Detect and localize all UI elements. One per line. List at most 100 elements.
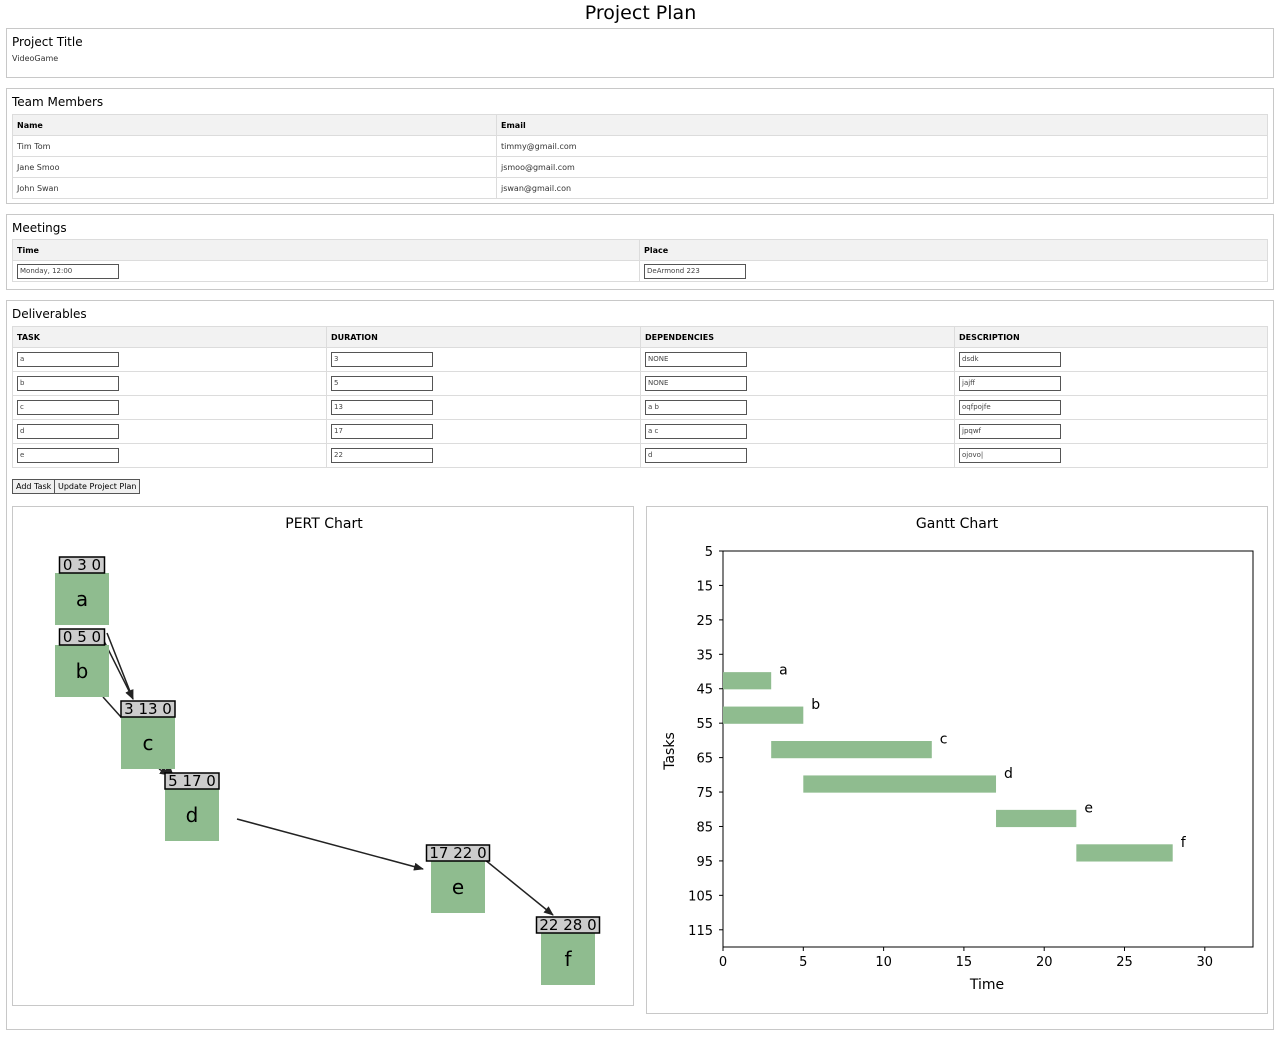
- pert-node: 5 17 0 d: [164, 772, 220, 841]
- add-task-button[interactable]: Add Task: [12, 479, 56, 494]
- dependencies-input[interactable]: a c: [645, 424, 747, 439]
- gantt-xtick-label: 30: [1197, 955, 1214, 970]
- team-members-table: Name Email Tim Tom timmy@gmail.com Jane …: [12, 114, 1268, 199]
- task-cell: c: [12, 395, 327, 420]
- table-row: e 22 d ojovo|: [12, 443, 1268, 468]
- gantt-plot-frame: [722, 550, 1254, 948]
- gantt-ytick-label: 15: [696, 579, 713, 594]
- gantt-bar-label: b: [811, 697, 820, 713]
- description-input[interactable]: jajff: [959, 376, 1061, 391]
- task-input[interactable]: e: [17, 448, 119, 463]
- description-input[interactable]: dsdk: [959, 352, 1061, 367]
- duration-cell: 22: [326, 443, 641, 468]
- pert-node-box: [121, 717, 175, 769]
- pert-node-times: 17 22 0: [429, 844, 486, 862]
- team-member-email: timmy@gmail.com: [496, 135, 1268, 157]
- gantt-chart-title: Gantt Chart: [916, 516, 999, 532]
- table-row: b 5 NONE jajff: [12, 371, 1268, 396]
- gantt-bar: [723, 706, 804, 724]
- deliv-col-task: TASK: [12, 326, 327, 348]
- duration-input[interactable]: 13: [331, 400, 433, 415]
- meeting-time-cell: Monday, 12:00: [12, 260, 640, 282]
- pert-node-label-box: [535, 916, 601, 934]
- gantt-ytick-label: 75: [696, 786, 713, 801]
- dependencies-input[interactable]: d: [645, 448, 747, 463]
- table-row: a 3 NONE dsdk: [12, 347, 1268, 372]
- dependencies-input[interactable]: a b: [645, 400, 747, 415]
- task-input[interactable]: a: [17, 352, 119, 367]
- dependencies-cell: a b: [640, 395, 955, 420]
- gantt-chart: Gantt Chart 0 5 10 15 20 25 30 5 15 25 35 45 55 65 75 8…: [662, 516, 1254, 993]
- pert-chart-panel: PERT Chart 0 3 0 a 0 5 0 b 3 13 0 c 5 17 0 d 17 …: [12, 506, 634, 1006]
- deliv-col-duration: DURATION: [326, 326, 641, 348]
- meetings-section: Meetings Time Place Monday, 12:00 DeArmo…: [6, 214, 1274, 290]
- description-cell: jpqwf: [954, 419, 1268, 444]
- gantt-xtick-label: 0: [719, 955, 727, 970]
- pert-chart-title: PERT Chart: [285, 516, 363, 532]
- pert-node-id: f: [564, 947, 572, 971]
- pert-node: 17 22 0 e: [425, 844, 491, 913]
- table-row: Monday, 12:00 DeArmond 223: [12, 260, 1268, 282]
- description-cell: ojovo|: [954, 443, 1268, 468]
- description-input[interactable]: oqfpojfe: [959, 400, 1061, 415]
- table-row: Jane Smoo jsmoo@gmail.com: [12, 156, 1268, 178]
- duration-cell: 5: [326, 371, 641, 396]
- team-members-section: Team Members Name Email Tim Tom timmy@gm…: [6, 88, 1274, 204]
- pert-node-times: 5 17 0: [168, 772, 216, 790]
- table-row: Tim Tom timmy@gmail.com: [12, 135, 1268, 157]
- meetings-heading: Meetings: [12, 221, 67, 235]
- duration-cell: 13: [326, 395, 641, 420]
- gantt-ytick-label: 65: [696, 752, 713, 767]
- deliv-col-description: DESCRIPTION: [954, 326, 1268, 348]
- gantt-bar-label: e: [1084, 800, 1093, 816]
- meetings-col-place: Place: [639, 239, 1268, 261]
- pert-node-label-box: [425, 844, 491, 862]
- gantt-bar: [771, 741, 932, 759]
- page-title: Project Plan: [584, 2, 697, 24]
- gantt-xlabel: Time: [969, 977, 1004, 993]
- deliverables-heading: Deliverables: [12, 307, 87, 321]
- meeting-place-input[interactable]: DeArmond 223: [644, 263, 746, 279]
- gantt-bar-label: a: [779, 663, 788, 679]
- team-member-name: Tim Tom: [12, 135, 497, 157]
- duration-input[interactable]: 17: [331, 424, 433, 439]
- pert-node-id: c: [143, 731, 154, 755]
- team-col-name: Name: [12, 114, 497, 136]
- meetings-table: Time Place Monday, 12:00 DeArmond 223: [12, 239, 1268, 282]
- dependencies-cell: NONE: [640, 371, 955, 396]
- pert-node-box: [55, 645, 109, 697]
- task-input[interactable]: b: [17, 376, 119, 391]
- gantt-ytick-label: 85: [696, 820, 713, 835]
- duration-input[interactable]: 22: [331, 448, 433, 463]
- gantt-ytick-label: 55: [696, 717, 713, 732]
- task-input[interactable]: c: [17, 400, 119, 415]
- pert-node-id: a: [76, 587, 88, 611]
- pert-node: 0 5 0 b: [55, 628, 109, 697]
- gantt-bar-label: c: [940, 732, 948, 748]
- description-cell: dsdk: [954, 347, 1268, 372]
- description-input[interactable]: jpqwf: [959, 424, 1061, 439]
- project-title-value: VideoGame: [12, 54, 59, 63]
- dependencies-input[interactable]: NONE: [645, 352, 747, 367]
- gantt-ytick-label: 45: [696, 683, 713, 698]
- description-input[interactable]: ojovo|: [959, 448, 1061, 463]
- gantt-bar: [723, 672, 772, 690]
- gantt-bar-label: f: [1181, 835, 1187, 851]
- pert-node-times: 0 3 0: [63, 556, 101, 574]
- meeting-time-input[interactable]: Monday, 12:00: [17, 263, 119, 279]
- duration-input[interactable]: 3: [331, 352, 433, 367]
- team-member-email: jswan@gmail.con: [496, 177, 1268, 199]
- table-row: John Swan jswan@gmail.con: [12, 177, 1268, 199]
- gantt-bar: [803, 775, 997, 793]
- duration-input[interactable]: 5: [331, 376, 433, 391]
- update-project-plan-button[interactable]: Update Project Plan: [54, 479, 141, 494]
- gantt-xtick-label: 5: [799, 955, 807, 970]
- meeting-place-cell: DeArmond 223: [639, 260, 1268, 282]
- pert-edge: [106, 632, 134, 700]
- pert-node-times: 0 5 0: [63, 628, 101, 646]
- gantt-chart-panel: Gantt Chart 0 5 10 15 20 25 30 5 15 25 35 45 55 65 75 8…: [646, 506, 1268, 1014]
- pert-node-id: d: [186, 803, 199, 827]
- task-input[interactable]: d: [17, 424, 119, 439]
- team-members-heading: Team Members: [12, 95, 104, 109]
- dependencies-input[interactable]: NONE: [645, 376, 747, 391]
